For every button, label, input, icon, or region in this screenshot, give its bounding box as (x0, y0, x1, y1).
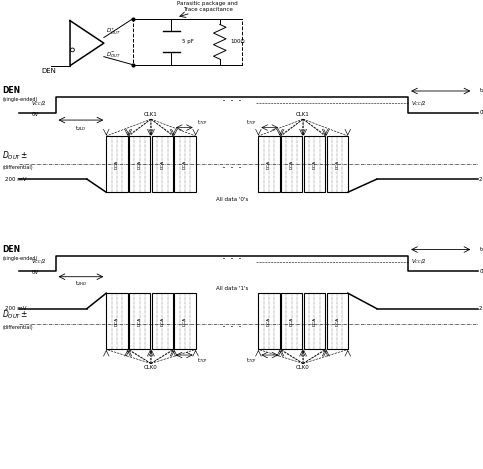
Text: $V_{CC}/2$: $V_{CC}/2$ (31, 257, 47, 266)
Text: t$_{ZLD}$: t$_{ZLD}$ (75, 124, 87, 133)
Text: DCA: DCA (290, 159, 294, 169)
Text: t$_{LZD}$: t$_{LZD}$ (479, 87, 483, 95)
Bar (258, 136, 280, 192)
Bar (106, 136, 128, 192)
Bar (304, 136, 325, 192)
Text: $V_{CC}/2$: $V_{CC}/2$ (411, 257, 426, 266)
Text: 5 pF: 5 pF (182, 39, 194, 44)
Bar (133, 19, 242, 65)
Text: . . .: . . . (222, 249, 242, 262)
Bar (129, 293, 150, 349)
Text: DCA: DCA (313, 317, 316, 326)
Text: 100Ω: 100Ω (230, 39, 245, 44)
Text: t$_{TCP}$: t$_{TCP}$ (197, 356, 208, 365)
Text: t$_{TCP}$: t$_{TCP}$ (246, 118, 257, 127)
Text: All data '0's: All data '0's (216, 197, 248, 202)
Text: DCA: DCA (267, 159, 271, 169)
Text: DEN: DEN (41, 68, 56, 74)
Text: DCA: DCA (138, 159, 142, 169)
Bar (174, 136, 196, 192)
Text: 0V: 0V (479, 110, 483, 115)
Text: 0V: 0V (31, 112, 39, 117)
Text: . . .: . . . (222, 91, 242, 104)
Bar (281, 136, 302, 192)
Text: DCA: DCA (160, 317, 164, 326)
Text: DEN: DEN (2, 86, 21, 95)
Text: DCA: DCA (267, 317, 271, 326)
Text: DCA: DCA (183, 159, 187, 169)
Bar (152, 293, 173, 349)
Text: CLK1: CLK1 (296, 112, 310, 117)
Text: . . .: . . . (222, 158, 242, 171)
Text: t$_{TCP}$: t$_{TCP}$ (197, 118, 208, 127)
Text: (single-ended): (single-ended) (2, 256, 38, 261)
Text: 200 mV: 200 mV (479, 306, 483, 311)
Bar (281, 293, 302, 349)
Text: $V_{CC}/2$: $V_{CC}/2$ (411, 99, 426, 107)
Text: DCA: DCA (160, 159, 164, 169)
Bar (174, 293, 196, 349)
Text: 0V: 0V (31, 270, 39, 275)
Text: 200 mV: 200 mV (5, 306, 27, 311)
Bar (327, 293, 348, 349)
Text: . . .: . . . (222, 317, 242, 330)
Text: t$_{TCP}$: t$_{TCP}$ (246, 356, 257, 365)
Text: DCA: DCA (115, 317, 119, 326)
Text: 200 mV: 200 mV (5, 177, 27, 182)
Text: DEN: DEN (2, 245, 21, 254)
Text: All data '1's: All data '1's (216, 286, 248, 291)
Bar (327, 136, 348, 192)
Text: t$_{HZD}$: t$_{HZD}$ (479, 245, 483, 254)
Text: $D_{OUT}\pm$: $D_{OUT}\pm$ (2, 150, 29, 162)
Text: (differential): (differential) (2, 165, 33, 170)
Text: CLK1: CLK1 (144, 112, 158, 117)
Text: (differential): (differential) (2, 325, 33, 330)
Text: Parasitic package and
Trace capacitance: Parasitic package and Trace capacitance (177, 1, 238, 12)
Text: CLK0: CLK0 (144, 365, 158, 371)
Text: $V_{CC}/2$: $V_{CC}/2$ (31, 99, 47, 107)
Text: DCA: DCA (313, 159, 316, 169)
Bar (152, 136, 173, 192)
Text: (single-ended): (single-ended) (2, 97, 38, 102)
Text: DCA: DCA (335, 159, 339, 169)
Text: DCA: DCA (290, 317, 294, 326)
Text: t$_{ZHD}$: t$_{ZHD}$ (75, 280, 87, 288)
Text: 200 mV: 200 mV (479, 177, 483, 182)
Text: DCA: DCA (115, 159, 119, 169)
Text: $D_{OUT}\pm$: $D_{OUT}\pm$ (2, 308, 29, 321)
Text: DCA: DCA (335, 317, 339, 326)
Text: DCA: DCA (138, 317, 142, 326)
Bar (129, 136, 150, 192)
Bar (258, 293, 280, 349)
Bar (304, 293, 325, 349)
Text: $D_{OUT}^{-}$: $D_{OUT}^{-}$ (106, 51, 121, 61)
Text: CLK0: CLK0 (296, 365, 310, 371)
Text: 0V: 0V (479, 269, 483, 273)
Text: DCA: DCA (183, 317, 187, 326)
Bar (106, 293, 128, 349)
Text: $D_{OUT}^{+}$: $D_{OUT}^{+}$ (106, 27, 121, 37)
